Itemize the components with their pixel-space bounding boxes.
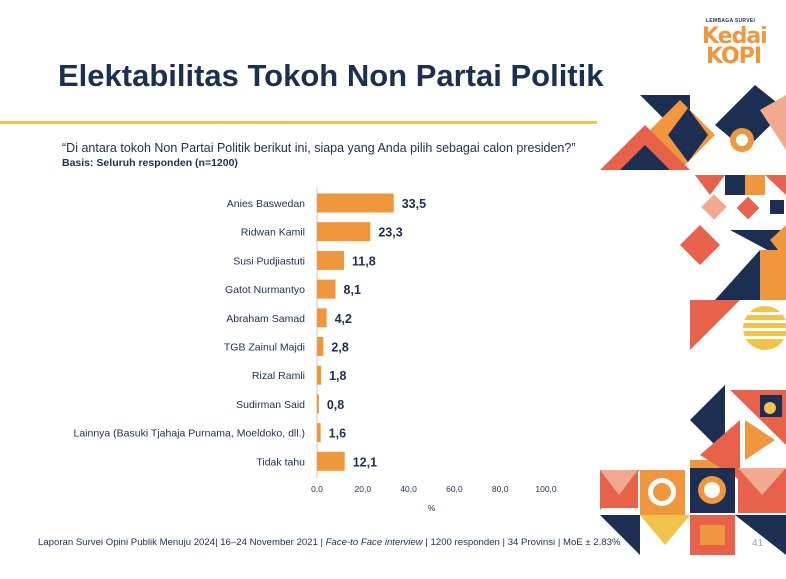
bar-8 bbox=[317, 423, 321, 443]
x-tick-label-2: 40,0 bbox=[400, 484, 417, 494]
bar-7 bbox=[317, 394, 319, 414]
category-label-8: Lainnya (Basuki Tjahaja Purnama, Moeldok… bbox=[73, 428, 305, 440]
footer-part1: Laporan Survei Opini Publik Menuju 2024|… bbox=[38, 537, 326, 548]
category-label-7: Sudirman Said bbox=[236, 399, 305, 411]
logo-small-text: LEMBAGA SURVEI bbox=[706, 18, 756, 24]
x-tick-label-1: 20,0 bbox=[355, 484, 372, 494]
value-label-7: 0,8 bbox=[327, 398, 344, 412]
page-number: 41 bbox=[752, 538, 764, 549]
bar-3 bbox=[317, 279, 336, 299]
x-tick-label-0: 0,0 bbox=[311, 484, 323, 494]
value-label-4: 4,2 bbox=[335, 312, 352, 326]
bar-2 bbox=[317, 250, 345, 270]
value-label-9: 12,1 bbox=[353, 455, 377, 469]
x-axis-label: % bbox=[428, 503, 436, 513]
footer-text: Laporan Survei Opini Publik Menuju 2024|… bbox=[38, 537, 621, 548]
x-tick-label-3: 60,0 bbox=[446, 484, 463, 494]
survey-basis: Basis: Seluruh responden (n=1200) bbox=[62, 157, 238, 169]
bar-0 bbox=[317, 193, 394, 213]
value-label-8: 1,6 bbox=[329, 427, 346, 441]
footer-part2: | 1200 responden | 34 Provinsi | MoE ± 2… bbox=[422, 537, 621, 548]
bar-5 bbox=[317, 337, 324, 356]
bar-9 bbox=[317, 451, 345, 471]
kedai-kopi-logo: LEMBAGA SURVEI Kedai KOPI bbox=[700, 18, 776, 69]
category-label-1: Ridwan Kamil bbox=[241, 227, 305, 239]
category-label-2: Susi Pudjiastuti bbox=[233, 255, 305, 267]
x-tick-label-5: 100,0 bbox=[535, 484, 557, 494]
survey-question: “Di antara tokoh Non Partai Politik beri… bbox=[62, 141, 576, 155]
x-tick-label-4: 80,0 bbox=[492, 484, 509, 494]
logo-line2: KOPI bbox=[706, 44, 762, 69]
value-label-6: 1,8 bbox=[329, 369, 346, 383]
footer-interview-type: Face-to Face interview bbox=[325, 537, 423, 548]
logo-line1: Kedai bbox=[702, 24, 768, 49]
category-label-3: Gatot Nurmantyo bbox=[225, 284, 305, 296]
value-label-2: 11,8 bbox=[352, 254, 376, 268]
value-label-5: 2,8 bbox=[331, 341, 348, 355]
category-label-0: Anies Baswedan bbox=[227, 198, 305, 210]
category-label-9: Tidak tahu bbox=[256, 456, 305, 468]
category-label-6: Rizal Ramli bbox=[252, 370, 305, 382]
value-label-0: 33,5 bbox=[402, 197, 426, 211]
value-label-3: 8,1 bbox=[344, 283, 361, 297]
category-label-5: TGB Zainul Majdi bbox=[224, 342, 305, 354]
bar-6 bbox=[317, 365, 322, 385]
bar-4 bbox=[317, 308, 327, 328]
category-label-4: Abraham Samad bbox=[226, 313, 305, 325]
page-title: Elektabilitas Tokoh Non Partai Politik bbox=[58, 58, 604, 93]
bar-1 bbox=[317, 222, 371, 242]
title-underline bbox=[0, 121, 597, 124]
value-label-1: 23,3 bbox=[378, 226, 402, 240]
